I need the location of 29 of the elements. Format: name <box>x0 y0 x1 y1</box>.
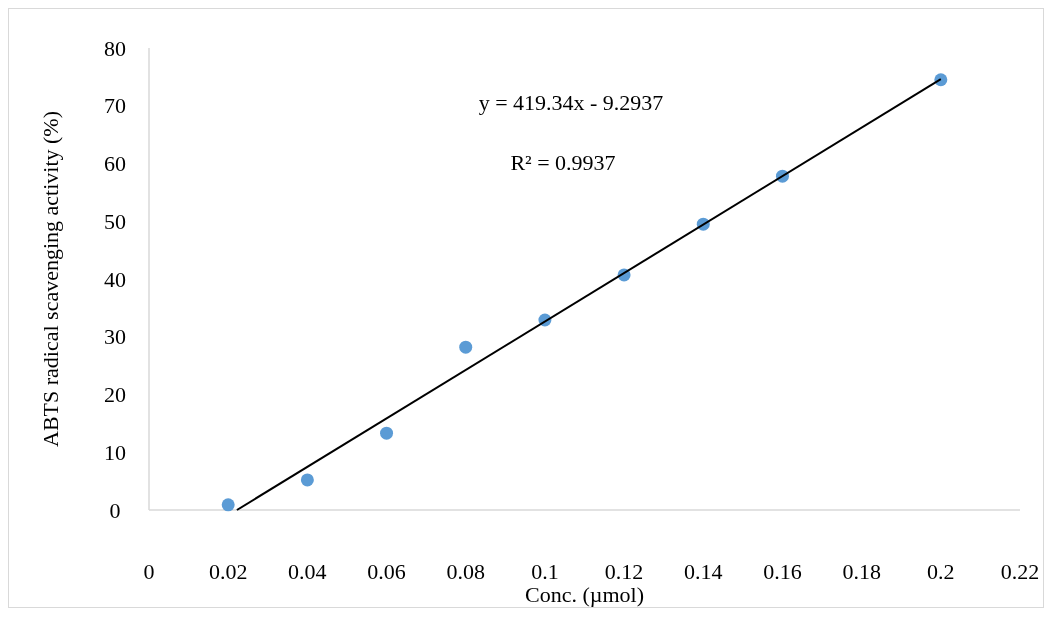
x-tick-label: 0.22 <box>1000 558 1040 584</box>
y-tick-label: 20 <box>104 382 126 408</box>
point <box>380 426 394 440</box>
y-tick-label: 60 <box>104 151 126 177</box>
x-tick-label: 0.1 <box>531 558 559 584</box>
point <box>221 498 235 512</box>
x-tick-label: 0.12 <box>604 558 644 584</box>
point <box>300 473 314 487</box>
x-tick-label: 0.08 <box>446 558 485 584</box>
x-tick-label: 0.06 <box>367 558 406 584</box>
y-tick-label: 50 <box>104 208 126 234</box>
x-tick-label: 0.14 <box>684 558 723 584</box>
x-tick-label: 0.16 <box>763 558 802 584</box>
annotation: y = 419.34x - 9.2937 <box>478 89 664 115</box>
x-tick-label: 0.02 <box>208 558 248 584</box>
x-tick-label: 0.2 <box>927 558 955 584</box>
x-tick-label: 0.18 <box>842 558 881 584</box>
y-axis-title: ABTS radical scavenging activity (%) <box>38 110 63 448</box>
y-tick-label: 30 <box>104 324 126 350</box>
y-tick-label: 70 <box>104 93 126 119</box>
x-tick-label: 0.04 <box>288 558 327 584</box>
y-tick-label: 80 <box>104 35 126 61</box>
annotation: R² = 0.9937 <box>510 149 616 175</box>
point <box>459 340 473 354</box>
x-axis-title: Conc. (µmol) <box>525 582 644 607</box>
y-tick-label: 0 <box>109 497 121 523</box>
y-tick-label: 40 <box>104 266 126 292</box>
y-tick-label: 10 <box>104 439 126 465</box>
x-tick-label: 0 <box>143 558 155 584</box>
